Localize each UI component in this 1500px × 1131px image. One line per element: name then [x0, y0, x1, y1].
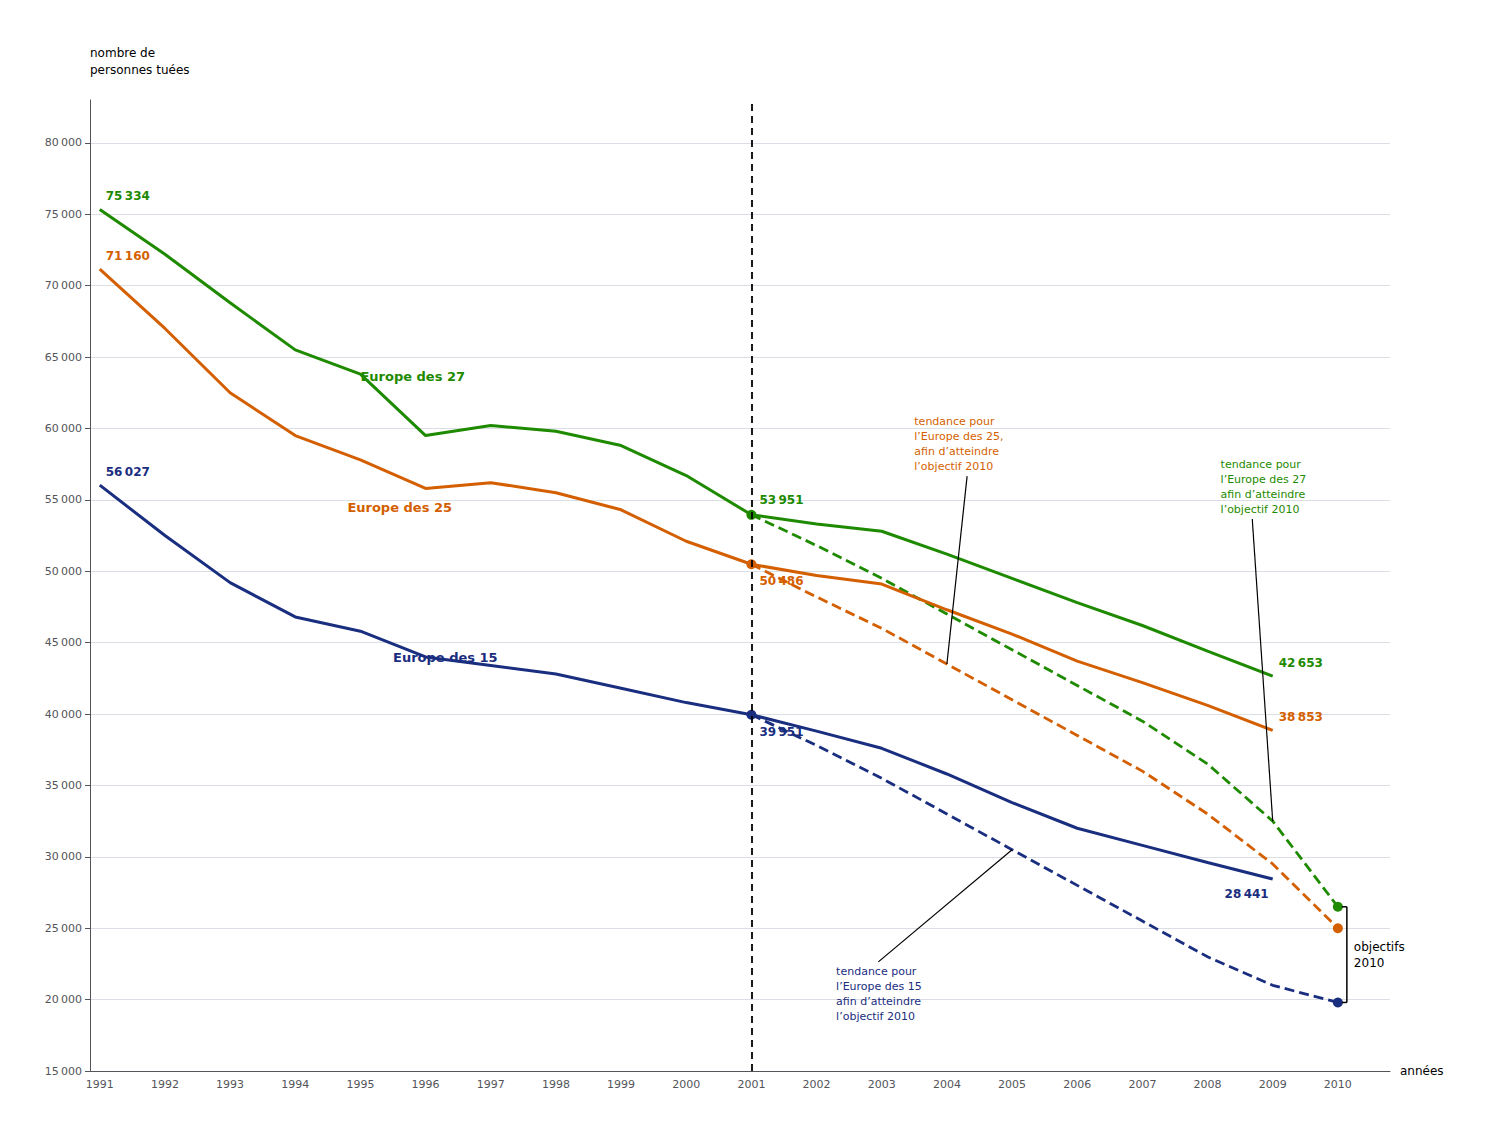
svg-text:1999: 1999: [607, 1078, 635, 1091]
svg-text:65 000: 65 000: [45, 351, 82, 364]
svg-text:l’objectif 2010: l’objectif 2010: [914, 460, 993, 473]
svg-text:1992: 1992: [151, 1078, 179, 1091]
svg-text:20 000: 20 000: [45, 993, 82, 1006]
svg-text:1998: 1998: [542, 1078, 570, 1091]
svg-text:1994: 1994: [281, 1078, 309, 1091]
svg-text:l’Europe des 25,: l’Europe des 25,: [914, 430, 1003, 443]
svg-text:2008: 2008: [1194, 1078, 1222, 1091]
svg-text:25 000: 25 000: [45, 922, 82, 935]
svg-text:35 000: 35 000: [45, 779, 82, 792]
svg-text:Europe des 15: Europe des 15: [393, 650, 498, 665]
svg-text:60 000: 60 000: [45, 422, 82, 435]
svg-text:l’objectif 2010: l’objectif 2010: [836, 1010, 915, 1023]
svg-text:tendance pour: tendance pour: [914, 415, 995, 428]
svg-text:nombre de: nombre de: [90, 46, 155, 60]
svg-text:28 441: 28 441: [1225, 887, 1269, 901]
svg-text:afin d’atteindre: afin d’atteindre: [1221, 488, 1306, 501]
svg-text:2009: 2009: [1259, 1078, 1287, 1091]
svg-text:2003: 2003: [868, 1078, 896, 1091]
svg-text:2002: 2002: [803, 1078, 831, 1091]
svg-text:1997: 1997: [477, 1078, 505, 1091]
svg-text:2000: 2000: [672, 1078, 700, 1091]
svg-text:tendance pour: tendance pour: [1221, 458, 1302, 471]
svg-text:1993: 1993: [216, 1078, 244, 1091]
svg-text:75 000: 75 000: [45, 208, 82, 221]
svg-text:50 000: 50 000: [45, 565, 82, 578]
svg-text:30 000: 30 000: [45, 850, 82, 863]
svg-text:80 000: 80 000: [45, 136, 82, 149]
svg-text:56 027: 56 027: [106, 465, 150, 479]
svg-text:53 951: 53 951: [759, 493, 803, 507]
svg-text:40 000: 40 000: [45, 708, 82, 721]
svg-text:1996: 1996: [412, 1078, 440, 1091]
svg-text:2006: 2006: [1063, 1078, 1091, 1091]
svg-text:tendance pour: tendance pour: [836, 965, 917, 978]
svg-text:1995: 1995: [346, 1078, 374, 1091]
svg-text:38 853: 38 853: [1279, 710, 1323, 724]
svg-text:55 000: 55 000: [45, 493, 82, 506]
svg-text:l’objectif 2010: l’objectif 2010: [1221, 503, 1300, 516]
svg-text:l’Europe des 27: l’Europe des 27: [1221, 473, 1307, 486]
svg-text:1991: 1991: [86, 1078, 114, 1091]
svg-text:2007: 2007: [1128, 1078, 1156, 1091]
svg-text:l’Europe des 15: l’Europe des 15: [836, 980, 922, 993]
svg-text:afin d’atteindre: afin d’atteindre: [914, 445, 999, 458]
svg-text:années: années: [1400, 1064, 1444, 1078]
svg-text:75 334: 75 334: [106, 189, 150, 203]
svg-text:45 000: 45 000: [45, 636, 82, 649]
svg-text:70 000: 70 000: [45, 279, 82, 292]
svg-text:2010: 2010: [1324, 1078, 1352, 1091]
svg-text:39 951: 39 951: [759, 725, 803, 739]
svg-text:Europe des 27: Europe des 27: [360, 369, 465, 384]
svg-text:2005: 2005: [998, 1078, 1026, 1091]
svg-text:71 160: 71 160: [106, 249, 150, 263]
svg-text:2004: 2004: [933, 1078, 961, 1091]
svg-text:2001: 2001: [737, 1078, 765, 1091]
svg-text:42 653: 42 653: [1279, 656, 1323, 670]
svg-text:objectifs: objectifs: [1354, 940, 1405, 954]
svg-text:50 486: 50 486: [759, 574, 803, 588]
svg-text:afin d’atteindre: afin d’atteindre: [836, 995, 921, 1008]
svg-text:15 000: 15 000: [45, 1065, 82, 1078]
svg-text:Europe des 25: Europe des 25: [347, 500, 452, 515]
svg-text:2010: 2010: [1354, 956, 1385, 970]
svg-text:personnes tuées: personnes tuées: [90, 63, 190, 77]
